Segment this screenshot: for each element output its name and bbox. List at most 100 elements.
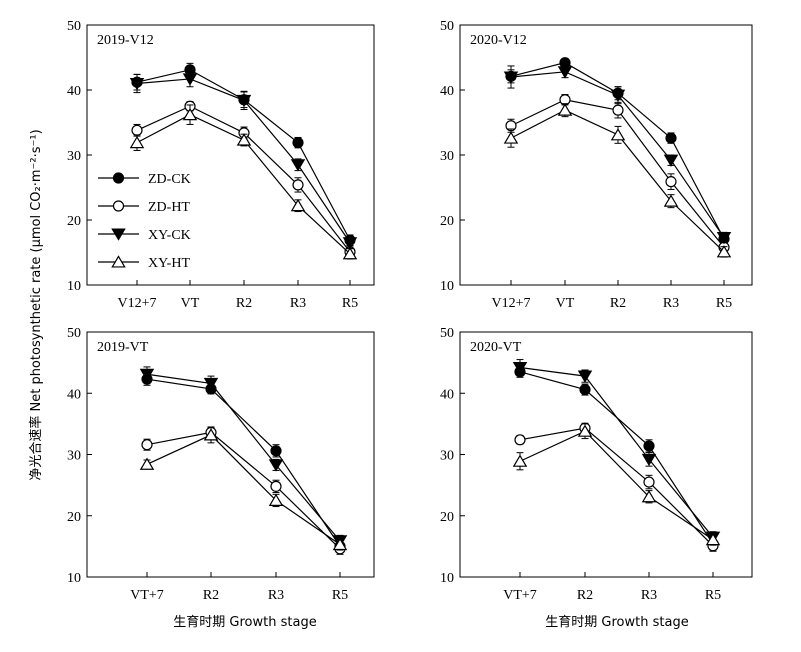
x-tick-label: R3: [641, 588, 657, 603]
panel-title: 2020-V12: [470, 33, 527, 48]
y-tick-label: 20: [67, 214, 81, 229]
plot-frame: [86, 24, 375, 286]
data-point: [663, 194, 679, 207]
y-tick-label: 30: [440, 449, 454, 464]
series-line: [146, 434, 341, 546]
data-point: [503, 131, 519, 144]
series-zd-ht: [141, 426, 346, 555]
legend-label: ZD-CK: [148, 172, 191, 187]
x-tick-label: R2: [577, 588, 593, 603]
data-point: [610, 89, 626, 102]
data-point: [579, 383, 591, 396]
series-zd-ck: [131, 62, 356, 246]
plot-frame: [459, 24, 753, 286]
panel-title: 2019-VT: [97, 340, 149, 355]
y-tick-label: 10: [440, 571, 454, 586]
series-xy-ht: [512, 423, 721, 546]
data-point: [557, 103, 573, 116]
data-point: [641, 453, 657, 467]
data-point: [342, 247, 358, 260]
data-point: [512, 454, 528, 467]
legend-marker: [111, 228, 126, 241]
x-tick-label: R5: [705, 588, 721, 603]
x-axis-title-right: 生育时期 Growth stage: [545, 614, 688, 630]
legend-item-xy-ht: XY-HT: [98, 255, 190, 271]
legend-marker: [112, 172, 125, 184]
x-tick-label: V12+7: [491, 296, 530, 311]
data-point: [236, 94, 252, 108]
data-point: [512, 361, 528, 375]
data-point: [290, 159, 306, 172]
data-point: [290, 198, 306, 212]
y-tick-label: 20: [67, 510, 81, 525]
x-tick-label: R5: [342, 296, 358, 311]
data-point: [182, 73, 198, 86]
series-xy-ck: [139, 366, 348, 548]
series-xy-ck: [503, 65, 732, 245]
series-line: [146, 373, 341, 542]
x-tick-label: R2: [610, 296, 626, 311]
data-point: [131, 124, 143, 136]
y-tick-label: 40: [440, 84, 454, 99]
data-point: [203, 377, 219, 391]
legend-label: XY-CK: [148, 228, 191, 243]
legend: ZD-CK ZD-HT XY-CK XY-HT: [98, 172, 191, 271]
panel-2: 10 20 30 40 50 V12+7 VT R2 R3 R5 2020-V12: [440, 19, 753, 311]
y-axis-title: 净光合速率 Net photosynthetic rate (μmol CO₂·…: [28, 129, 44, 480]
series-xy-ht: [129, 104, 358, 260]
data-point: [129, 135, 145, 149]
legend-label: XY-HT: [148, 256, 190, 271]
panel-1: 10 20 30 40 50 V12+7 VT R2 R3 R5 2019-V12: [67, 19, 375, 311]
x-tick-label: R5: [716, 296, 732, 311]
data-point: [129, 77, 145, 91]
y-tick-label: 40: [67, 387, 81, 402]
panels-group: 10 20 30 40 50 V12+7 VT R2 R3 R5 2019-V12 10 20 30 40 5…: [67, 19, 753, 603]
data-point: [612, 104, 624, 116]
y-tick-label: 10: [67, 571, 81, 586]
series-xy-ht: [139, 426, 348, 551]
series-line: [519, 371, 714, 545]
data-point: [236, 133, 252, 146]
x-tick-label: R5: [332, 588, 348, 603]
series-line: [519, 430, 714, 541]
x-tick-label: R2: [236, 296, 252, 311]
y-tick-label: 10: [440, 279, 454, 294]
legend-label: ZD-HT: [148, 200, 190, 215]
data-point: [332, 537, 348, 551]
x-tick-label: R3: [268, 588, 284, 603]
legend-marker: [111, 255, 126, 268]
data-point: [342, 237, 358, 250]
data-point: [665, 176, 677, 188]
y-tick-label: 10: [67, 279, 81, 294]
y-tick-label: 50: [67, 19, 81, 34]
series-xy-ck: [129, 70, 358, 250]
series-zd-ht: [505, 94, 730, 254]
series-line: [519, 427, 714, 547]
y-tick-label: 20: [440, 510, 454, 525]
data-point: [139, 457, 155, 470]
y-tick-label: 30: [67, 449, 81, 464]
series-xy-ht: [503, 103, 732, 258]
y-tick-label: 50: [440, 326, 454, 341]
data-point: [643, 440, 655, 452]
data-point: [663, 154, 679, 167]
data-point: [270, 445, 282, 457]
series-xy-ck: [512, 359, 721, 544]
y-tick-label: 20: [440, 214, 454, 229]
data-point: [292, 137, 304, 149]
panel-3: 10 20 30 40 50 VT+7 R2 R3 R5 2019-VT: [67, 326, 375, 603]
panel-title: 2019-V12: [97, 33, 154, 48]
y-tick-label: 40: [440, 387, 454, 402]
series-zd-ck: [505, 57, 730, 246]
x-tick-label: VT: [556, 296, 575, 311]
y-tick-label: 30: [67, 149, 81, 164]
data-point: [292, 179, 304, 191]
x-tick-label: VT+7: [503, 588, 537, 603]
data-point: [268, 493, 284, 506]
panel-title: 2020-VT: [470, 340, 522, 355]
x-tick-label: R2: [203, 588, 219, 603]
legend-item-xy-ck: XY-CK: [98, 228, 191, 243]
data-point: [514, 434, 526, 446]
y-tick-label: 50: [67, 326, 81, 341]
x-tick-label: VT: [181, 296, 200, 311]
